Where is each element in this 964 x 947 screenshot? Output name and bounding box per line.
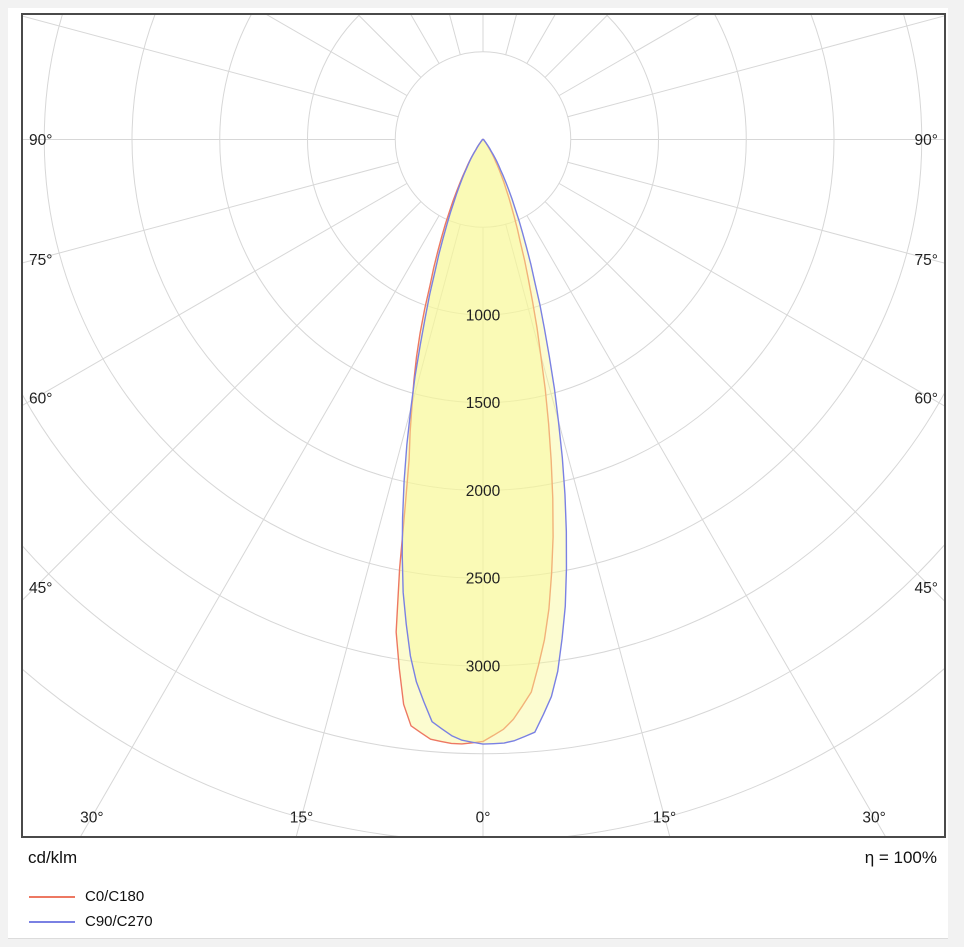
grid-spoke <box>410 15 440 64</box>
angle-label-right: 75° <box>915 252 938 269</box>
polar-intensity-chart: 1000 1500 2000 2500 3000 90° 90° 75° 75° 60° 60° 45… <box>23 15 944 836</box>
polar-plot-area: 1000 1500 2000 2500 3000 90° 90° 75° 75° 60° 60° 45… <box>21 13 946 838</box>
legend-label-c0: C0/C180 <box>85 888 145 905</box>
legend-label-c90: C90/C270 <box>85 913 153 930</box>
angle-label-bottom: 15° <box>290 809 313 826</box>
ring-value-label: 2500 <box>466 571 501 588</box>
grid-spoke <box>558 15 700 97</box>
intensity-curves <box>395 138 568 745</box>
legend: C0/C180 C90/C270 <box>29 884 153 934</box>
ring-value-label: 1500 <box>466 395 501 412</box>
legend-item-c0: C0/C180 <box>29 884 153 909</box>
unit-label: cd/klm <box>28 848 78 867</box>
grid-spoke <box>526 15 556 64</box>
grid-spoke <box>80 215 440 836</box>
grid-spoke <box>23 15 399 118</box>
c90-c270-line-swatch <box>29 920 75 923</box>
grid-spoke <box>505 15 517 55</box>
grid-spoke <box>23 182 408 406</box>
grid-spoke <box>23 201 422 601</box>
grid-spoke <box>505 224 671 836</box>
grid-spoke <box>357 15 422 78</box>
grid-spoke <box>567 161 944 264</box>
grid-labels: 1000 1500 2000 2500 3000 90° 90° 75° 75° 60° 60° 45… <box>29 132 938 826</box>
angle-label-left: 60° <box>29 391 52 408</box>
legend-item-c90: C90/C270 <box>29 909 153 934</box>
angle-label-right: 90° <box>915 132 938 149</box>
c90-c270-curve <box>401 138 568 745</box>
angle-label-bottom: 30° <box>862 809 885 826</box>
polar-grid <box>23 15 944 836</box>
chart-footer: cd/klm η = 100% <box>28 848 937 870</box>
grid-spoke <box>544 201 944 602</box>
photometric-chart-panel: 1000 1500 2000 2500 3000 90° 90° 75° 75° 60° 60° 45… <box>8 8 948 939</box>
grid-spoke <box>544 15 609 78</box>
angle-label-right: 45° <box>915 580 938 597</box>
grid-spoke <box>23 161 399 264</box>
ring-value-label: 3000 <box>466 658 501 675</box>
grid-spoke <box>266 15 408 97</box>
efficiency-label: η = 100% <box>864 848 937 867</box>
angle-label-bottom: 0° <box>476 809 491 826</box>
grid-spoke <box>567 15 944 118</box>
angle-label-bottom: 30° <box>80 809 103 826</box>
angle-label-bottom: 15° <box>653 809 676 826</box>
angle-label-left: 90° <box>29 132 52 149</box>
c0-c180-line-swatch <box>29 895 75 898</box>
angle-label-left: 45° <box>29 580 52 597</box>
ring-value-label: 1000 <box>466 307 501 324</box>
ring-value-label: 2000 <box>466 483 501 500</box>
angle-label-left: 75° <box>29 252 52 269</box>
grid-spoke <box>526 215 886 836</box>
grid-spoke <box>449 15 461 55</box>
grid-spoke <box>558 182 944 407</box>
grid-spoke <box>295 224 461 836</box>
angle-label-right: 60° <box>915 391 938 408</box>
